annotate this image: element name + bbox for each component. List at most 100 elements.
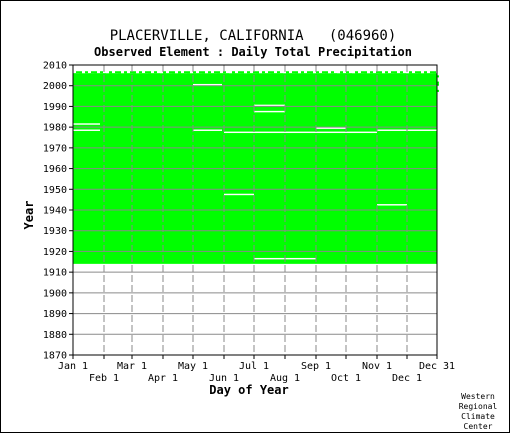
partial-year-cell [355, 85, 358, 88]
partial-year-cell [148, 85, 151, 88]
partial-year-cell [403, 79, 406, 82]
partial-year-cell [136, 89, 139, 92]
y-tick-label: 1940 [43, 206, 67, 217]
partial-year-cell [238, 85, 241, 88]
partial-year-cell [376, 83, 379, 86]
partial-year-cell [334, 79, 337, 82]
partial-year-cell [178, 79, 181, 82]
x-tick-label: Mar 1 [117, 361, 147, 372]
partial-year-cell [391, 77, 394, 80]
partial-year-cell [361, 91, 364, 94]
missing-segment [193, 83, 222, 86]
partial-year-cell [220, 75, 223, 78]
partial-year-cell [115, 77, 118, 80]
partial-year-cell [412, 81, 415, 84]
partial-year-cell [178, 85, 181, 88]
partial-year-cell [232, 73, 235, 76]
partial-year-cell [133, 87, 136, 90]
partial-year-cell [430, 71, 433, 74]
partial-year-cell [127, 87, 130, 90]
partial-year-cell [307, 83, 310, 86]
partial-year-cell [418, 87, 421, 90]
missing-segment [254, 110, 285, 113]
partial-year-cell [112, 75, 115, 78]
partial-year-cell [238, 83, 241, 86]
partial-year-cell [259, 83, 262, 86]
partial-year-cell [175, 83, 178, 86]
partial-year-cell [220, 81, 223, 84]
partial-year-cell [163, 79, 166, 82]
partial-year-cell [376, 71, 379, 74]
partial-year-cell [112, 81, 115, 84]
x-axis-label: Day of Year [209, 383, 288, 397]
partial-year-cell [379, 79, 382, 82]
partial-year-cell [412, 75, 415, 78]
partial-year-cell [298, 83, 301, 86]
partial-year-cell [229, 83, 232, 86]
partial-year-cell [106, 77, 109, 80]
partial-year-cell [79, 73, 82, 76]
partial-year-cell [415, 85, 418, 88]
partial-year-cell [394, 71, 397, 74]
partial-year-cell [391, 91, 394, 94]
missing-segment [346, 131, 377, 134]
partial-year-cell [403, 87, 406, 90]
partial-year-cell [121, 83, 124, 86]
partial-year-cell [319, 75, 322, 78]
partial-year-cell [433, 87, 436, 90]
partial-year-cell [217, 73, 220, 76]
partial-year-cell [241, 81, 244, 84]
partial-year-cell [271, 71, 274, 74]
partial-year-cell [361, 71, 364, 74]
missing-segment [316, 127, 346, 129]
partial-year-cell [379, 71, 382, 74]
partial-year-cell [373, 75, 376, 78]
partial-year-cell [178, 71, 181, 74]
partial-year-cell [346, 71, 349, 74]
credit-line-2: Regional [459, 402, 498, 411]
partial-year-cell [262, 71, 265, 74]
partial-year-cell [367, 81, 370, 84]
partial-year-cell [343, 89, 346, 92]
partial-year-cell [370, 77, 373, 80]
partial-year-cell [262, 79, 265, 82]
partial-year-cell [373, 87, 376, 90]
partial-year-cell [301, 73, 304, 76]
partial-year-cell [193, 71, 196, 74]
partial-year-cell [424, 73, 427, 76]
partial-year-cell [175, 75, 178, 78]
partial-year-cell [274, 75, 277, 78]
y-tick-label: 1970 [43, 143, 67, 154]
partial-year-cell [232, 79, 235, 82]
partial-year-cell [163, 85, 166, 88]
partial-year-cell [364, 73, 367, 76]
partial-year-cell [340, 79, 343, 82]
partial-year-cell [214, 71, 217, 74]
partial-year-cell [265, 81, 268, 84]
partial-year-cell [409, 79, 412, 82]
partial-year-cell [361, 77, 364, 80]
partial-year-cell [370, 71, 373, 74]
partial-year-cell [205, 75, 208, 78]
partial-year-cell [199, 75, 202, 78]
partial-year-cell [94, 79, 97, 82]
chart-title: PLACERVILLE, CALIFORNIA (046960) [110, 28, 397, 44]
partial-year-cell [88, 75, 91, 78]
partial-year-cell [217, 85, 220, 88]
partial-year-cell [121, 75, 124, 78]
partial-year-cell [196, 73, 199, 76]
partial-year-cell [187, 73, 190, 76]
partial-year-cell [382, 89, 385, 92]
partial-year-cell [91, 75, 94, 78]
partial-year-cell [76, 75, 79, 78]
partial-year-cell [286, 71, 289, 74]
partial-year-cell [289, 89, 292, 92]
partial-year-cell [274, 89, 277, 92]
y-tick-label: 1990 [43, 102, 67, 113]
missing-segment [316, 131, 346, 134]
x-tick-label: Jun 1 [209, 373, 239, 384]
partial-year-cell [328, 81, 331, 84]
partial-year-cell [250, 73, 253, 76]
partial-year-cell [145, 83, 148, 86]
